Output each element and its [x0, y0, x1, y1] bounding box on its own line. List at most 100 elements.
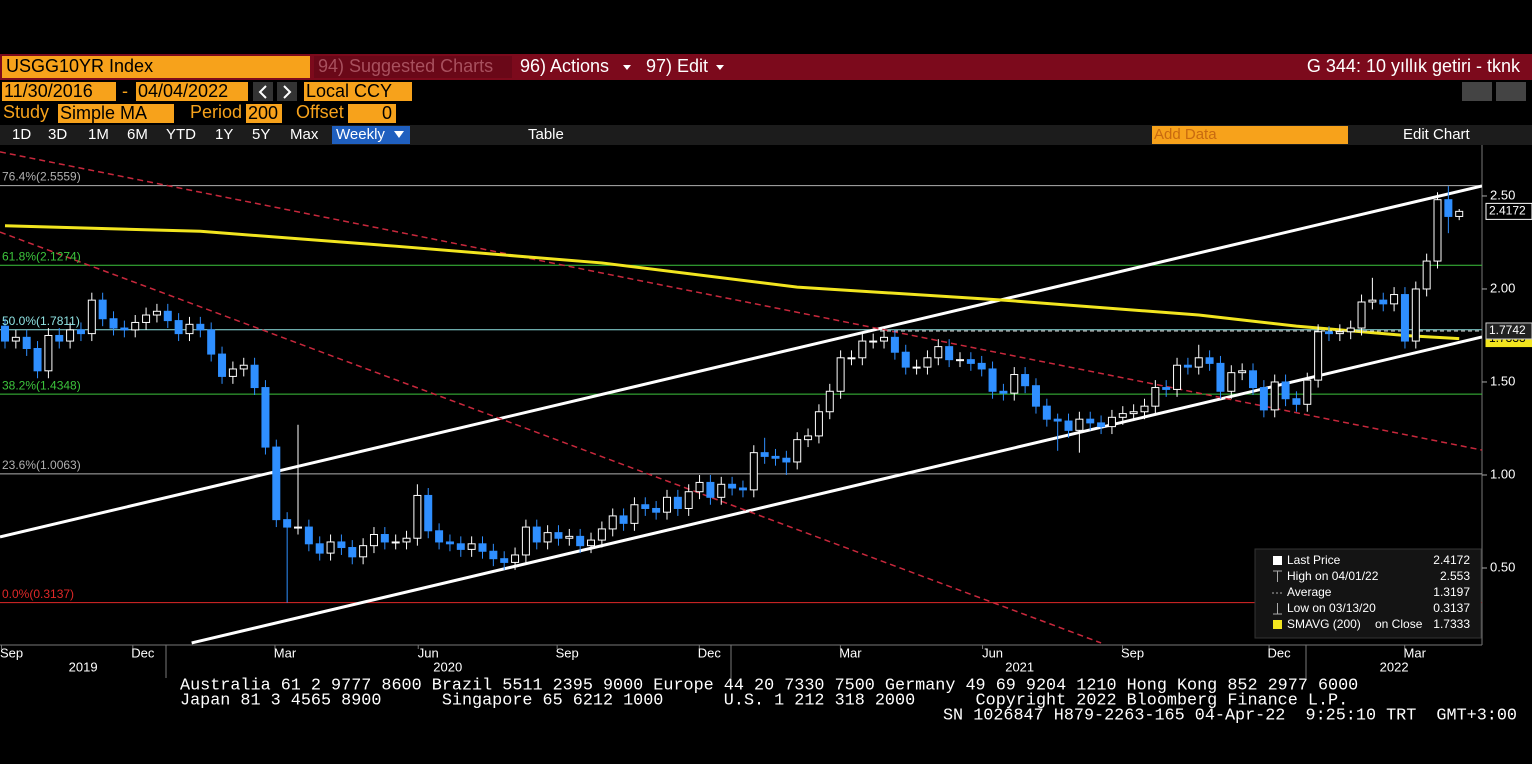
fib-label: 38.2%(1.4348) [2, 378, 81, 392]
end-date[interactable]: 04/04/2022 [138, 81, 228, 101]
fib-label: 0.0%(0.3137) [2, 587, 74, 601]
add-data[interactable]: Add Data [1154, 126, 1217, 143]
candle-body [413, 494, 422, 539]
undo-button[interactable] [1462, 82, 1492, 101]
table-button[interactable]: Table [528, 126, 564, 143]
range-button[interactable]: 1Y [215, 126, 233, 143]
candle-body [207, 329, 216, 355]
candle-body [250, 364, 259, 389]
candle-body [890, 336, 899, 353]
candle-body [1086, 418, 1095, 424]
x-tick-label: Sep [0, 645, 23, 660]
candle-body [33, 347, 42, 372]
start-date[interactable]: 11/30/2016 [4, 81, 93, 101]
candle-body [1400, 294, 1409, 342]
candle-body [814, 411, 823, 437]
candle-body [456, 543, 465, 550]
frequency[interactable]: Weekly [336, 126, 385, 143]
candle-body [1042, 405, 1051, 420]
candle-body [337, 541, 346, 549]
candle-body [1064, 420, 1073, 431]
candle-body [1129, 411, 1138, 415]
candle-body [228, 368, 237, 377]
candle-body [956, 359, 965, 362]
fib-label: 61.8%(2.1274) [2, 249, 81, 263]
footer-line: SN 1026847 H879-2263-165 04-Apr-22 9:25:… [943, 706, 1517, 725]
range-button[interactable]: 1D [12, 126, 31, 143]
candle-body [0, 325, 9, 342]
x-tick-label: Mar [839, 645, 862, 660]
next-icon [283, 85, 292, 99]
year-label: 2022 [1380, 659, 1409, 674]
offset-field[interactable] [348, 104, 396, 123]
range-button[interactable]: Max [290, 126, 319, 143]
study[interactable]: Simple MA [60, 103, 147, 123]
x-tick-label: Jun [982, 645, 1003, 660]
fib-label: 23.6%(1.0063) [2, 458, 81, 472]
period-label: Period [190, 102, 242, 122]
candle-body [1270, 381, 1279, 411]
study-field[interactable] [58, 104, 174, 123]
range-button[interactable]: 1M [88, 126, 109, 143]
end-date-field[interactable] [136, 82, 248, 101]
candle-body [652, 507, 661, 513]
candle-body [771, 455, 780, 459]
prev-button[interactable] [253, 82, 273, 101]
candle-body [44, 334, 53, 372]
offset[interactable]: 0 [382, 103, 392, 123]
year-label: 2019 [69, 659, 98, 674]
candle-body [55, 334, 64, 342]
candle-body [1107, 416, 1116, 428]
y-tick-label: 2.50 [1490, 187, 1515, 202]
price-line-tag-box [1485, 322, 1532, 340]
candle-body [966, 359, 975, 364]
suggested[interactable]: 94) Suggested Charts [318, 56, 493, 76]
candle-body [348, 547, 357, 558]
next-button[interactable] [277, 82, 297, 101]
legend-label: High on 04/01/22 [1287, 569, 1379, 583]
range-button[interactable]: 3D [48, 126, 67, 143]
add-data-field[interactable] [1152, 126, 1348, 144]
frequency-button[interactable] [332, 126, 410, 144]
start-date-field[interactable] [2, 82, 116, 101]
candle-body [945, 346, 954, 361]
candle-body [912, 366, 921, 369]
candle-body [1281, 381, 1290, 400]
legend: Last Price 2.4172 High on 04/01/22 2.553 Ave… [1287, 553, 1470, 631]
period[interactable]: 200 [248, 103, 278, 123]
range-button[interactable]: YTD [166, 126, 196, 143]
redo-button[interactable] [1496, 82, 1526, 101]
candle-body [152, 310, 161, 316]
range-button[interactable]: 5Y [252, 126, 270, 143]
dropdown-arrow [394, 131, 404, 138]
ticker[interactable]: USGG10YR Index [6, 56, 153, 76]
edit-chart[interactable]: Edit Chart [1403, 126, 1471, 143]
candle-body [521, 526, 530, 556]
candle-body [445, 541, 454, 545]
candle-body [1162, 387, 1171, 390]
currency[interactable]: Local CCY [306, 81, 392, 101]
actions[interactable]: 96) Actions [520, 56, 609, 76]
y-tick-label: 1.50 [1490, 373, 1515, 388]
last-price-tag-box [1485, 202, 1532, 220]
candle-body [315, 543, 324, 554]
suggested-button[interactable] [314, 56, 512, 78]
currency-field[interactable] [304, 82, 412, 101]
candle-body [1422, 260, 1431, 290]
candle-body [380, 534, 389, 543]
edit[interactable]: 97) Edit [646, 56, 708, 76]
period-field[interactable] [246, 104, 282, 123]
range-button[interactable]: 6M [127, 126, 148, 143]
candle-body [673, 496, 682, 509]
candle-body [630, 504, 639, 524]
date-separator: - [122, 81, 128, 101]
candle-body [1205, 357, 1214, 364]
ticker-field[interactable] [2, 56, 310, 78]
candle-body [304, 526, 313, 545]
candle-body [98, 299, 107, 320]
candle-body [1031, 385, 1040, 407]
candle-body [1314, 331, 1323, 381]
candle-body [695, 481, 704, 493]
candle-body [587, 539, 596, 547]
candle-body [565, 535, 574, 539]
